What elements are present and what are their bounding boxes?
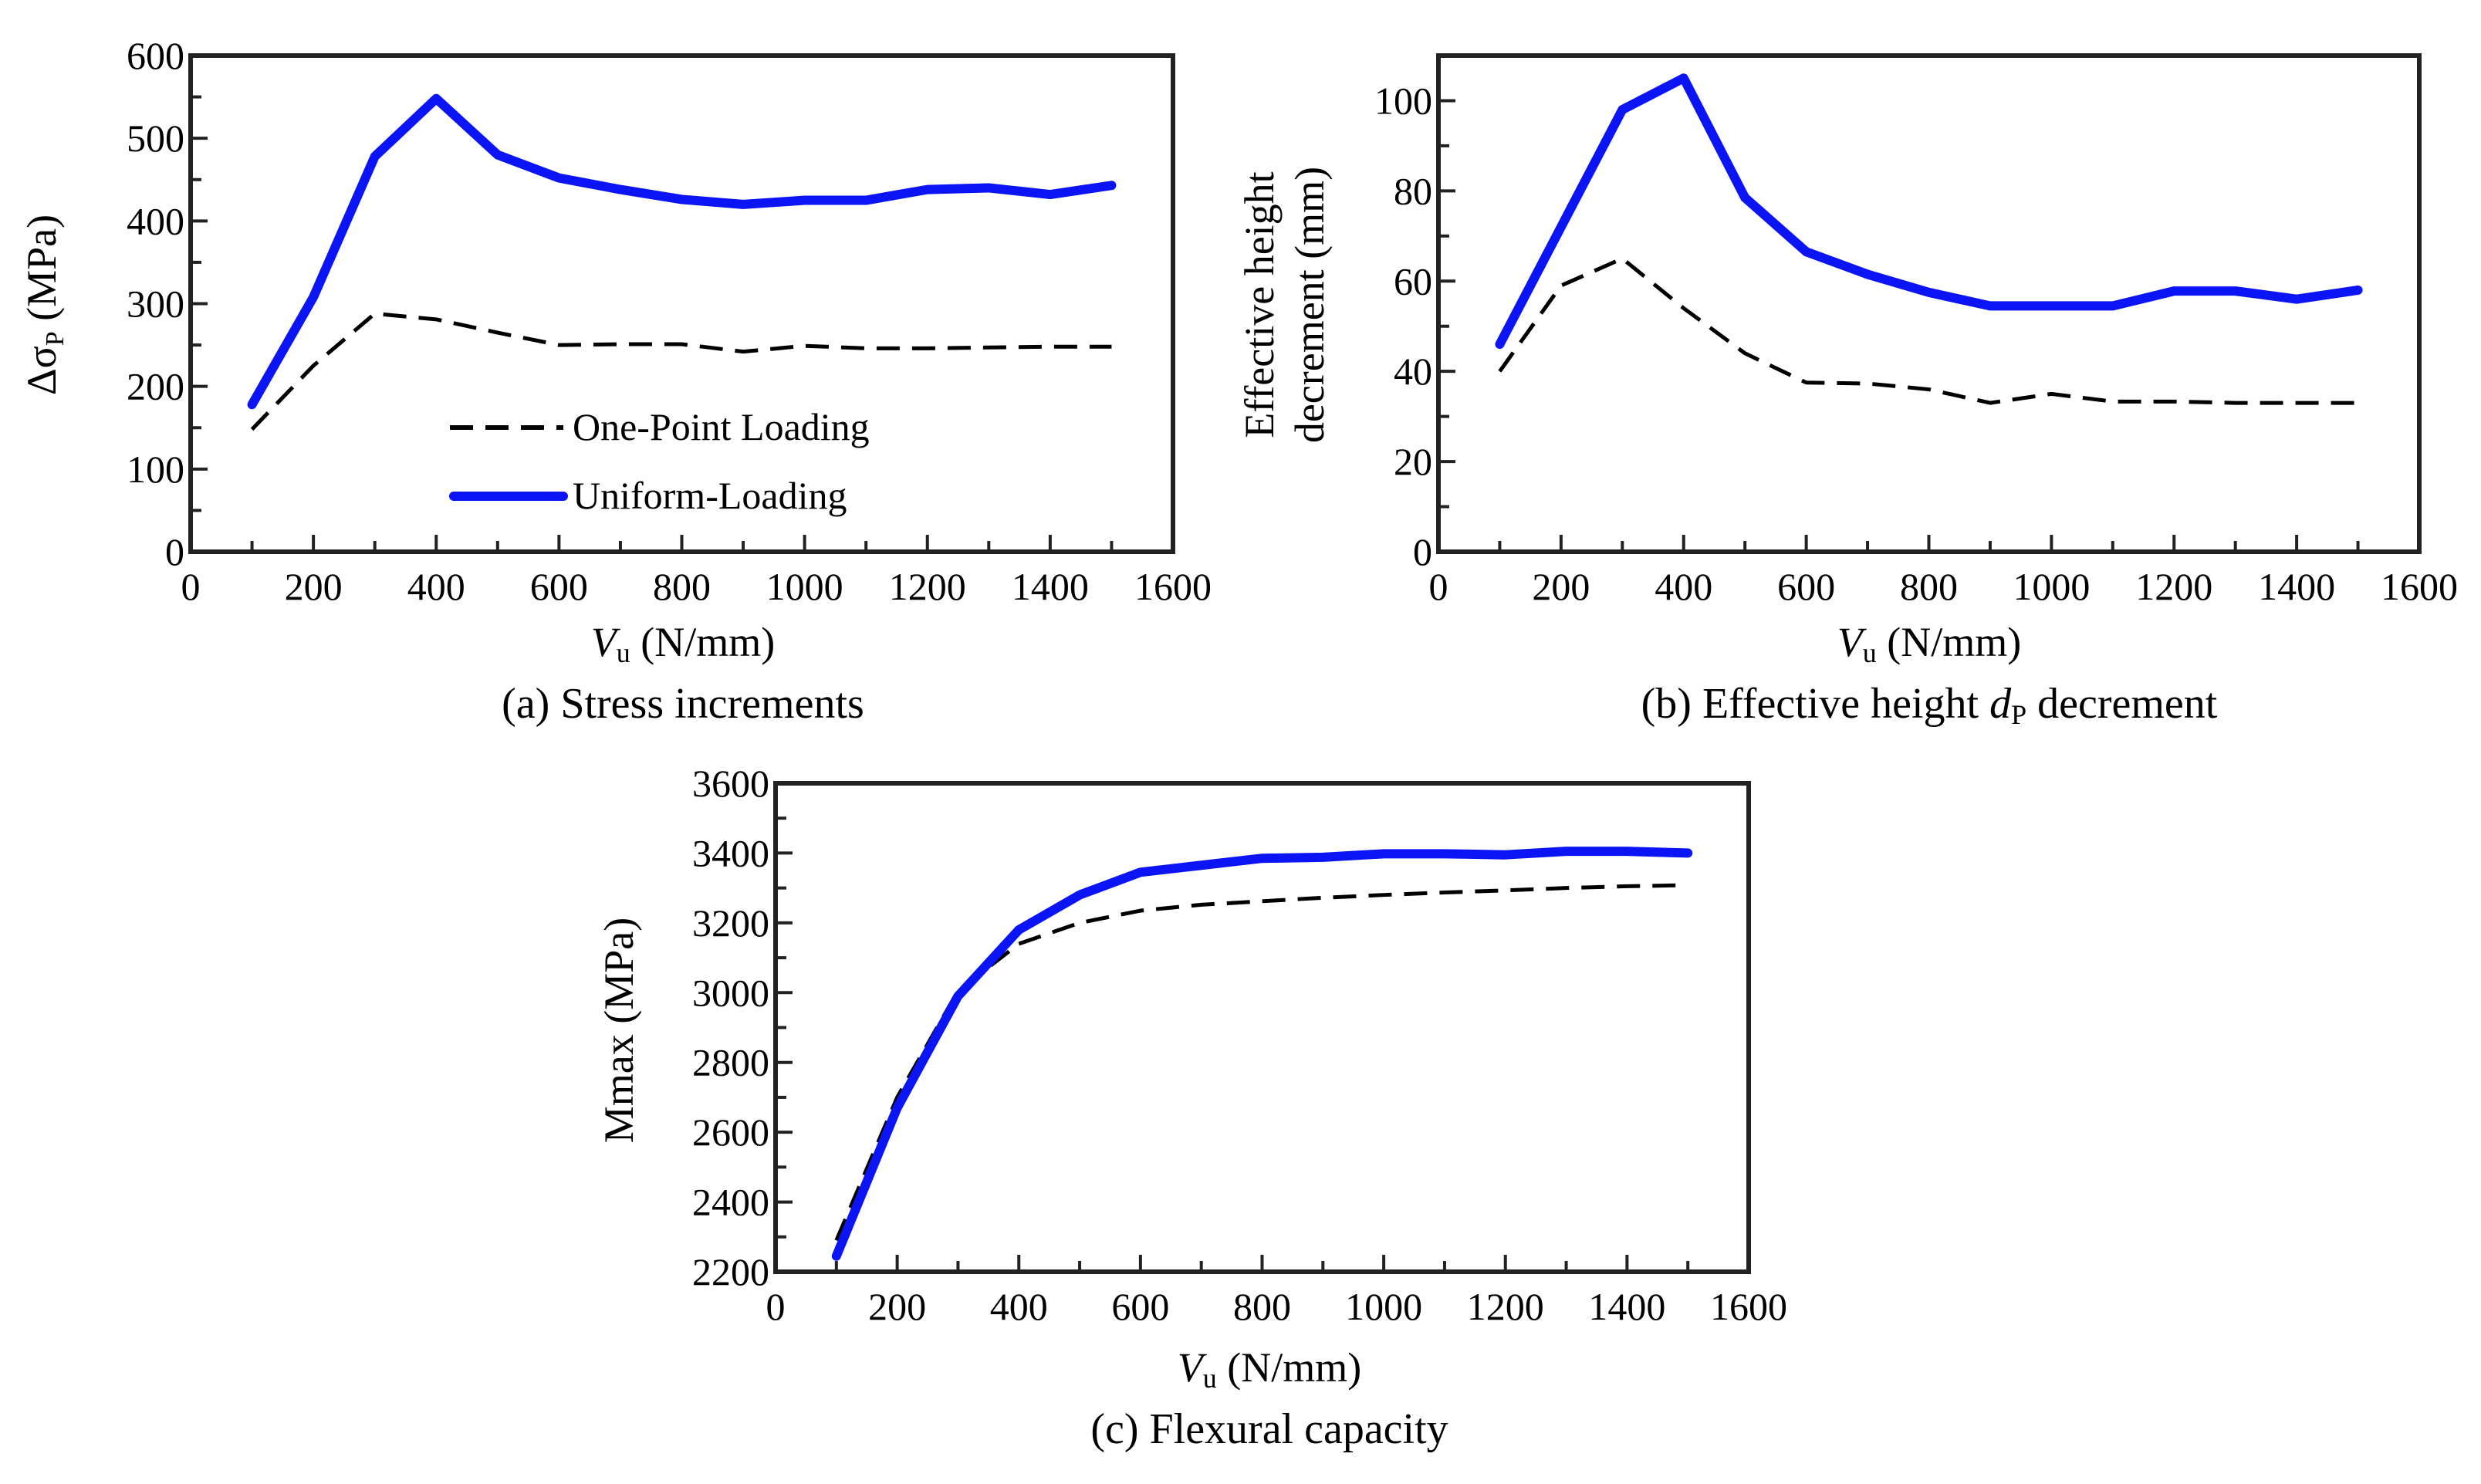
- x-tick-label: 600: [1777, 565, 1835, 608]
- chart-flexural-capacity: Mmax (MPa) Vu (N/mm) (c) Flexural capaci…: [596, 762, 1787, 1453]
- series-line-one-point-loading: [834, 883, 1688, 1242]
- x-tick-label: 1200: [889, 565, 966, 608]
- x-tick-label: 800: [653, 565, 711, 608]
- y-tick-label: 0: [165, 530, 184, 573]
- plot-frame: [188, 53, 1175, 554]
- x-tick-label: 0: [1429, 565, 1448, 608]
- x-axis-label: Vu (N/mm): [1837, 619, 2021, 668]
- x-tick-label: 1200: [2135, 565, 2212, 608]
- x-tick-label: 1400: [2258, 565, 2335, 608]
- x-tick-label: 0: [181, 565, 201, 608]
- x-tick-label: 600: [1111, 1285, 1169, 1328]
- y-tick-label: 100: [127, 448, 184, 491]
- chart-effective-height-decrement: Effective height decrement (mm) Vu (N/mm…: [1236, 53, 2458, 730]
- x-axis-label: Vu (N/mm): [1178, 1344, 1361, 1394]
- chart-caption: (c) Flexural capacity: [1090, 1405, 1448, 1453]
- series-line-uniform-loading: [831, 847, 1693, 1261]
- x-tick-label: 600: [530, 565, 588, 608]
- y-axis-label-line1: Effective height: [1236, 171, 1283, 438]
- y-tick-label: 200: [127, 365, 184, 408]
- series-line-one-point-loading: [1498, 256, 2358, 405]
- x-tick-label: 1600: [2381, 565, 2458, 608]
- y-tick-label: 80: [1394, 169, 1432, 212]
- legend-label-uniform: Uniform-Loading: [573, 474, 847, 517]
- x-tick-label: 400: [990, 1285, 1048, 1328]
- x-tick-label: 1000: [2013, 565, 2090, 608]
- legend-label-one-point: One-Point Loading: [573, 405, 870, 448]
- y-tick-label: 400: [127, 199, 184, 242]
- y-tick-label: 2200: [692, 1250, 769, 1293]
- plot-frame: [773, 781, 1751, 1274]
- y-axis-label-line2: decrement (mm): [1286, 167, 1333, 443]
- x-tick-label: 0: [766, 1285, 786, 1328]
- x-tick-label: 400: [407, 565, 465, 608]
- y-tick-label: 20: [1394, 440, 1432, 483]
- chart-caption: (b) Effective height dP decrement: [1641, 680, 2218, 730]
- x-tick-label: 800: [1900, 565, 1958, 608]
- chart-stress-increments: ΔσP (MPa) Vu (N/mm) (a) Stress increment…: [19, 34, 1212, 728]
- y-tick-label: 0: [1413, 530, 1432, 573]
- plot-frame: [1436, 53, 2422, 554]
- series-line-one-point-loading: [250, 311, 1112, 431]
- chart-caption: (a) Stress increments: [502, 680, 864, 728]
- x-tick-label: 1400: [1588, 1285, 1665, 1328]
- x-tick-label: 200: [868, 1285, 926, 1328]
- y-tick-label: 60: [1394, 259, 1432, 303]
- x-axis-label: Vu (N/mm): [591, 619, 775, 668]
- x-tick-label: 1000: [1345, 1285, 1422, 1328]
- y-tick-label: 2400: [692, 1181, 769, 1224]
- x-tick-label: 1000: [766, 565, 843, 608]
- y-tick-label: 100: [1374, 79, 1432, 122]
- y-tick-label: 3400: [692, 831, 769, 874]
- x-tick-label: 400: [1655, 565, 1712, 608]
- y-tick-label: 500: [127, 117, 184, 160]
- y-tick-label: 3000: [692, 971, 769, 1014]
- y-tick-label: 300: [127, 282, 184, 326]
- x-tick-label: 1600: [1710, 1285, 1787, 1328]
- y-tick-label: 2800: [692, 1041, 769, 1084]
- y-tick-label: 40: [1394, 350, 1432, 393]
- x-tick-label: 200: [285, 565, 343, 608]
- legend: One-Point Loading Uniform-Loading: [449, 405, 870, 517]
- x-tick-label: 200: [1532, 565, 1590, 608]
- x-tick-label: 1600: [1134, 565, 1212, 608]
- y-axis-label: Mmax (MPa): [596, 918, 642, 1143]
- x-tick-label: 1400: [1012, 565, 1089, 608]
- x-tick-label: 1200: [1467, 1285, 1544, 1328]
- y-tick-label: 2600: [692, 1110, 769, 1154]
- y-axis-label: ΔσP (MPa): [19, 215, 69, 395]
- x-tick-label: 800: [1233, 1285, 1291, 1328]
- series-line-uniform-loading: [1495, 73, 2363, 350]
- y-tick-label: 3200: [692, 901, 769, 945]
- y-tick-label: 3600: [692, 762, 769, 805]
- y-tick-label: 600: [127, 34, 184, 77]
- series-line-uniform-loading: [247, 93, 1117, 410]
